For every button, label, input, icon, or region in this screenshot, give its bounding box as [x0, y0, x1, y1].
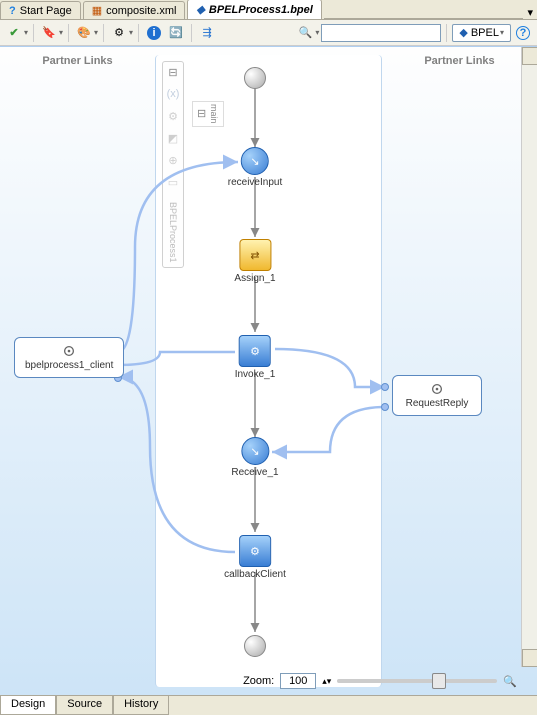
event-icon[interactable]: ⊕	[165, 154, 181, 170]
tab-label: BPELProcess1.bpel	[209, 4, 313, 16]
node-label: receiveInput	[228, 177, 282, 188]
gear-icon[interactable]: ⚙	[165, 110, 181, 126]
panel-title: Partner Links	[0, 55, 155, 67]
tab-label: composite.xml	[106, 5, 176, 17]
end-node[interactable]	[244, 635, 266, 657]
node-label: Assign_1	[234, 273, 275, 284]
bpel-label: BPEL	[471, 27, 499, 39]
gear-icon	[430, 382, 444, 396]
bpel-icon: ◆	[196, 3, 204, 16]
zoom-bar: Zoom: ▴▾ 🔍	[243, 671, 517, 691]
help-button[interactable]: ?	[513, 23, 533, 43]
port-dot[interactable]	[381, 403, 389, 411]
main-label: main	[209, 104, 219, 124]
tabs-menu-button[interactable]: ▾	[523, 6, 537, 19]
tab-composite[interactable]: ▦ composite.xml	[83, 1, 186, 19]
tab-bpel[interactable]: ◆ BPELProcess1.bpel	[187, 0, 321, 19]
flow-button[interactable]: ⇶	[197, 23, 217, 43]
check-button[interactable]: ✔	[4, 23, 24, 43]
invoke-node[interactable]: ⚙ Invoke_1	[235, 335, 276, 380]
port-dot[interactable]	[381, 383, 389, 391]
search-icon-button[interactable]: 🔍	[295, 23, 315, 43]
gears-button[interactable]: ⚙	[109, 23, 129, 43]
right-partner-links-panel: Partner Links	[382, 47, 537, 695]
xml-icon: ▦	[92, 4, 102, 17]
search-input[interactable]	[321, 24, 441, 42]
zoom-fit-icon[interactable]: 🔍	[503, 675, 517, 688]
scope-icon[interactable]: ▭	[165, 176, 181, 192]
zoom-stepper[interactable]: ▴▾	[322, 676, 331, 687]
swimlane-proc-label: BPELProcess1	[168, 202, 178, 263]
info-button[interactable]: i	[144, 23, 164, 43]
panel-title: Partner Links	[382, 55, 537, 67]
activity-icon[interactable]: ◩	[165, 132, 181, 148]
variable-icon[interactable]: (x)	[165, 88, 181, 104]
file-tabs: ? Start Page ▦ composite.xml ◆ BPELProce…	[0, 0, 537, 20]
bpel-mode-button[interactable]: ◆ BPEL ▾	[452, 24, 511, 42]
bpel-icon: ◆	[459, 26, 467, 39]
node-label: Receive_1	[231, 467, 278, 478]
zoom-input[interactable]	[280, 673, 316, 689]
callback-node[interactable]: ⚙ callbackClient	[224, 535, 286, 580]
tab-label: Start Page	[20, 5, 72, 17]
view-tabs: Design Source History	[0, 695, 537, 715]
vertical-scrollbar[interactable]	[521, 47, 537, 667]
palette-sidebar: ⊟ (x) ⚙ ◩ ⊕ ▭ BPELProcess1	[162, 61, 184, 268]
main-scope-header[interactable]: ⊟ main	[192, 101, 224, 127]
partner-reply-box[interactable]: RequestReply	[392, 375, 482, 416]
zoom-slider[interactable]	[337, 679, 497, 683]
bookmark-button[interactable]: 🔖	[39, 23, 59, 43]
partner-label: bpelprocess1_client	[25, 360, 113, 371]
tab-source[interactable]: Source	[56, 696, 113, 715]
receive-node[interactable]: ↘ Receive_1	[231, 437, 278, 478]
partner-client-box[interactable]: bpelprocess1_client	[14, 337, 124, 378]
palette-button[interactable]: 🎨	[74, 23, 94, 43]
collapse-icon[interactable]: ⊟	[165, 66, 181, 82]
toolbar: ✔▾ 🔖▾ 🎨▾ ⚙▾ i 🔄 ⇶ 🔍▾ ◆ BPEL ▾ ?	[0, 20, 537, 46]
tab-start-page[interactable]: ? Start Page	[0, 1, 81, 19]
tab-design[interactable]: Design	[0, 696, 56, 715]
refresh-button[interactable]: 🔄	[166, 23, 186, 43]
assign-node[interactable]: ⇄ Assign_1	[234, 239, 275, 284]
start-node[interactable]	[244, 67, 266, 89]
partner-label: RequestReply	[406, 398, 469, 409]
tab-history[interactable]: History	[113, 696, 169, 715]
zoom-label: Zoom:	[243, 675, 274, 687]
gear-icon	[62, 344, 76, 358]
node-label: callbackClient	[224, 569, 286, 580]
help-icon: ?	[9, 5, 16, 17]
designer-canvas: Partner Links ⊟ (x) ⚙ ◩ ⊕ ▭ BPELProcess1…	[0, 46, 537, 695]
receive-input-node[interactable]: ↘ receiveInput	[228, 147, 282, 188]
node-label: Invoke_1	[235, 369, 276, 380]
